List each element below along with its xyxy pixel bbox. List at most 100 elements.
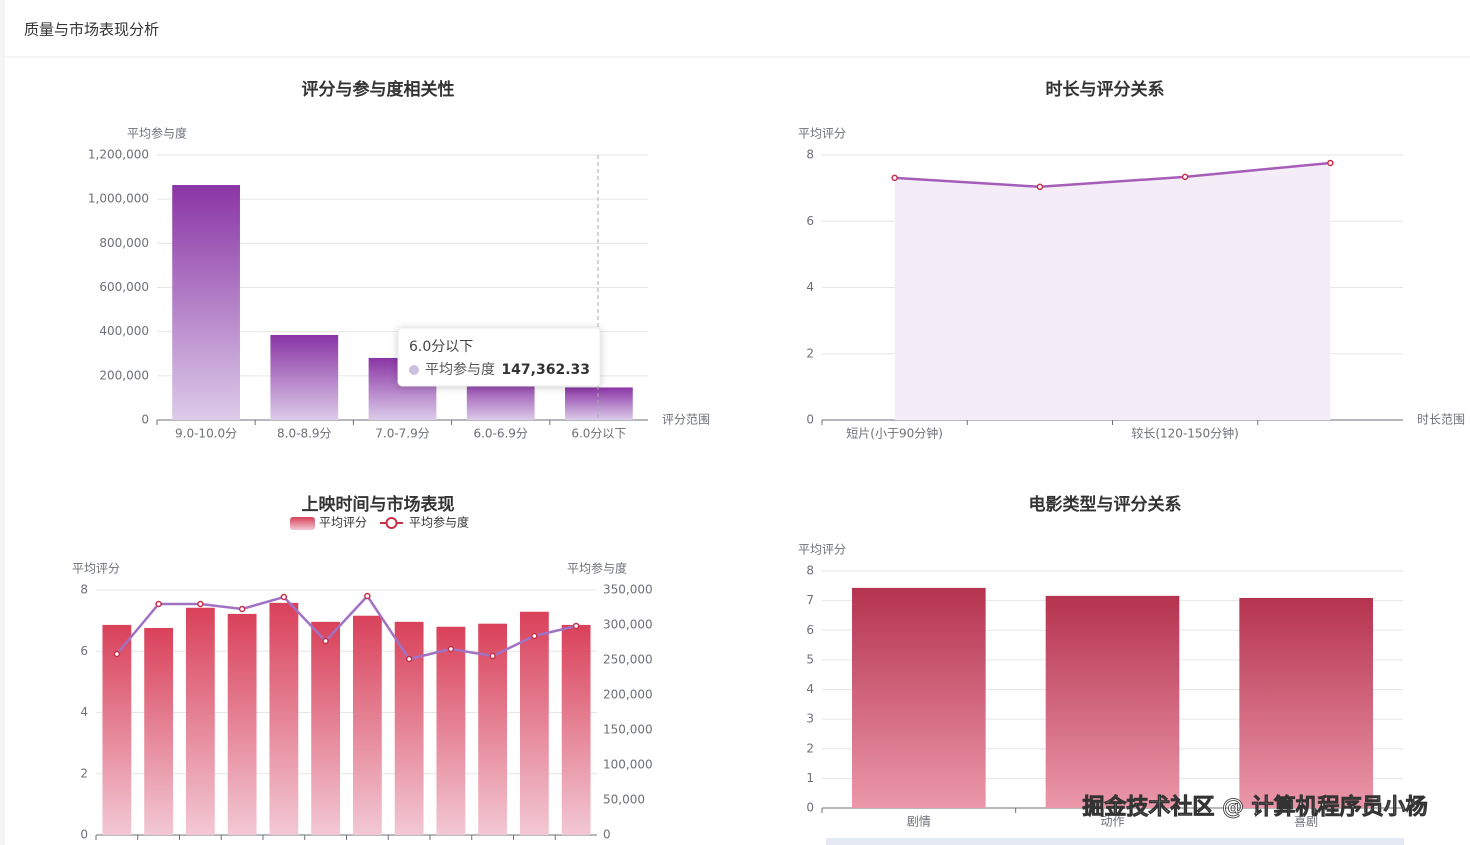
legend-icon <box>290 517 315 530</box>
chart-title: 上映时间与市场表现 <box>302 494 455 515</box>
bar <box>436 626 466 835</box>
y2-tick-label: 150,000 <box>603 723 653 737</box>
point <box>155 600 162 608</box>
y2-tick-label: 200,000 <box>603 688 653 702</box>
legend-label: 平均参与度 <box>409 515 469 530</box>
x-axis-label: 评分范围 <box>662 413 710 427</box>
y-tick-label: 8 <box>80 583 88 597</box>
point <box>447 645 455 653</box>
y-axis-label: 平均参与度 <box>127 126 187 141</box>
legend-icon <box>385 517 398 529</box>
bar <box>1045 595 1180 808</box>
point <box>572 622 580 630</box>
tooltip-box <box>397 327 601 387</box>
y-tick-label: 4 <box>806 280 814 294</box>
bar <box>1239 597 1373 808</box>
y2-tick-label: 100,000 <box>603 758 653 772</box>
x-tick-label: 短片(小于90分钟) <box>846 426 943 441</box>
y-axis-label: 平均评分 <box>798 543 846 557</box>
chart-title: 电影类型与评分关系 <box>1029 494 1182 515</box>
y2-axis-label: 平均参与度 <box>567 561 627 576</box>
bar <box>466 380 535 420</box>
y-tick-label: 7 <box>806 593 814 607</box>
y-tick-label: 400,000 <box>99 324 149 338</box>
y-tick-label: 1 <box>806 771 814 785</box>
y2-tick-label: 300,000 <box>603 618 653 632</box>
bar <box>311 621 341 835</box>
y-tick-label: 800,000 <box>99 236 149 250</box>
header-title: 质量与市场表现分析 <box>24 21 159 39</box>
point <box>405 655 413 663</box>
point <box>1181 173 1189 181</box>
point <box>322 637 329 645</box>
y-tick-label: 6 <box>80 644 88 658</box>
x-tick-label: 较长(120-150分钟) <box>1131 426 1239 441</box>
point <box>1327 159 1334 167</box>
y-tick-label: 0 <box>806 801 814 815</box>
tooltip-title: 6.0分以下 <box>409 339 473 355</box>
y-tick-label: 600,000 <box>99 280 149 294</box>
bar <box>270 334 339 420</box>
y-tick-label: 0 <box>806 413 814 427</box>
point <box>238 605 246 613</box>
bar <box>172 185 240 420</box>
x-tick-label: 9.0-10.0分 <box>175 427 237 441</box>
point <box>489 652 496 660</box>
y-tick-label: 1,000,000 <box>88 192 149 206</box>
point <box>113 650 121 658</box>
tooltip-marker <box>409 365 419 375</box>
y-axis-label: 平均评分 <box>72 562 120 576</box>
line <box>894 161 1331 189</box>
bar <box>227 613 257 835</box>
y-tick-label: 2 <box>806 741 814 755</box>
x-tick-label: 剧情 <box>907 815 931 829</box>
y2-tick-label: 50,000 <box>603 793 645 807</box>
y-tick-label: 3 <box>806 712 814 726</box>
y-tick-label: 0 <box>80 828 88 842</box>
y-tick-label: 2 <box>80 766 88 780</box>
x-tick-label: 动作 <box>1100 815 1124 829</box>
y-tick-label: 2 <box>806 346 814 360</box>
data-zoom <box>826 838 1404 845</box>
y-tick-label: 1,200,000 <box>88 148 149 162</box>
y-axis-label: 平均评分 <box>798 127 846 141</box>
legend-label: 平均评分 <box>319 516 367 530</box>
y-tick-label: 0 <box>141 413 149 427</box>
tooltip-series: 平均参与度 <box>425 361 495 378</box>
chart-title: 评分与参与度相关性 <box>302 79 455 100</box>
line <box>115 594 577 661</box>
point <box>531 632 538 640</box>
y-tick-label: 6 <box>806 623 814 637</box>
x-tick-label: 6.0-6.9分 <box>473 427 528 441</box>
y-tick-label: 8 <box>806 148 814 162</box>
x-axis-label: 时长范围 <box>1417 413 1465 427</box>
bar <box>561 624 591 835</box>
bar <box>352 615 382 835</box>
y-tick-label: 4 <box>80 705 88 719</box>
x-tick-label: 7.0-7.9分 <box>375 427 430 441</box>
y2-tick-label: 350,000 <box>603 583 653 597</box>
area <box>894 162 1331 420</box>
y-tick-label: 5 <box>806 652 814 666</box>
bar <box>519 611 549 835</box>
point <box>891 174 898 182</box>
point <box>197 600 204 608</box>
y-tick-label: 8 <box>806 564 814 578</box>
y-tick-label: 200,000 <box>99 368 149 382</box>
bar <box>565 387 633 420</box>
bar <box>269 602 299 835</box>
point <box>280 593 288 601</box>
watermark: 掘金技术社区 @ 计算机程序员小杨 <box>1082 794 1427 820</box>
x-tick-label: 6.0分以下 <box>571 427 626 441</box>
tooltip-value: 147,362.33 <box>501 362 590 378</box>
y2-tick-label: 250,000 <box>603 653 653 667</box>
bar <box>852 587 986 808</box>
tooltip: 6.0分以下 平均参与度 147,362.33 <box>397 327 601 387</box>
point <box>1036 183 1044 191</box>
y2-tick-label: 0 <box>603 828 611 842</box>
chart-title: 时长与评分关系 <box>1046 79 1165 100</box>
x-tick-label: 喜剧 <box>1294 815 1318 829</box>
bar <box>185 607 215 835</box>
